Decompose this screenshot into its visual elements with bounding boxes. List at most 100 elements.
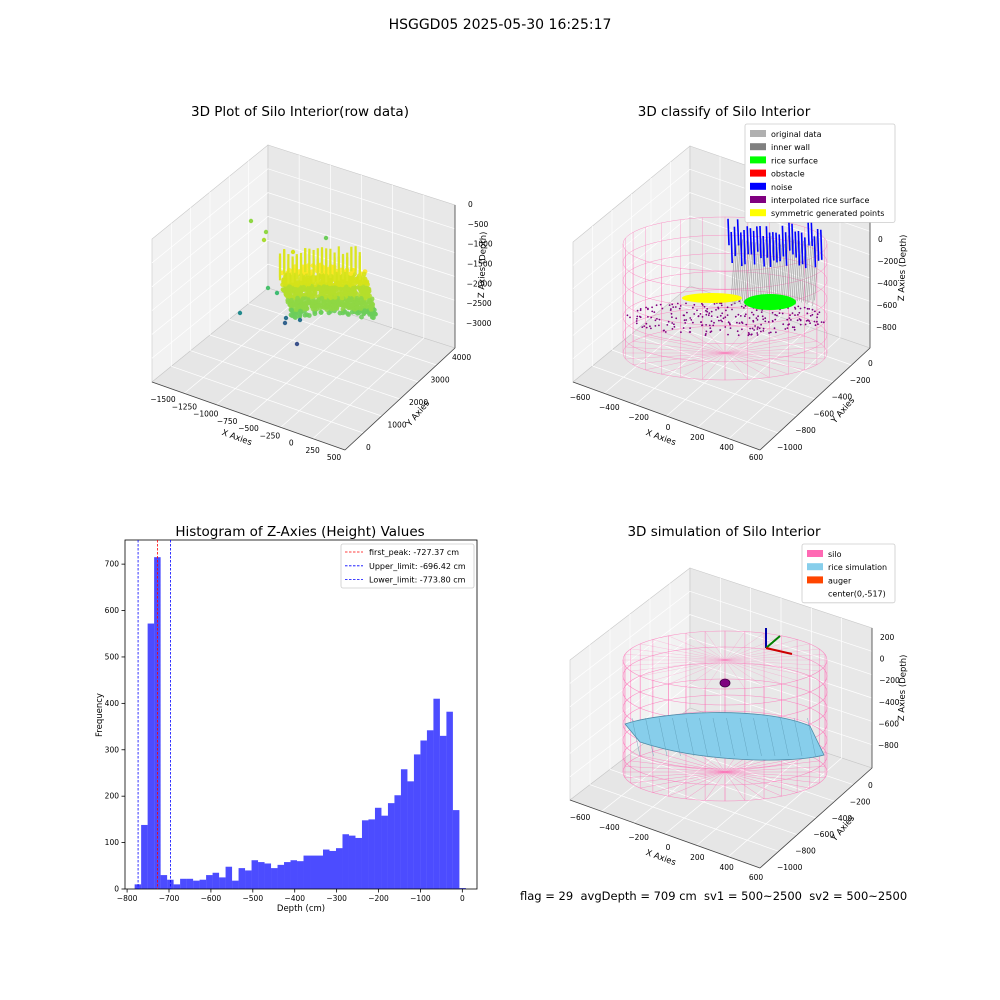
interpolated-point [739,315,742,317]
legend-swatch [807,563,823,571]
interpolated-point [705,313,708,316]
interpolated-point [707,314,710,317]
outlier-point [265,285,271,291]
interpolated-point [718,319,720,322]
data-point [318,309,324,315]
silo-wire [724,771,765,799]
x-tick-label: −200 [628,413,649,422]
interpolated-point [814,310,816,313]
histogram-bar [134,884,142,889]
plot2-legend [744,123,896,223]
interpolated-point [729,327,732,329]
data-point [309,303,315,309]
histogram-bar [180,878,187,889]
rice-mesh-line [672,717,681,757]
y-tick-label: 400 [105,699,120,708]
data-point [312,299,317,305]
interpolated-point [808,308,811,310]
interpolated-point [700,321,702,324]
noise-point [784,232,788,266]
silo-wire [724,643,810,661]
interpolated-point [636,309,639,312]
rice-mesh-line [793,717,803,757]
interpolated-point [673,323,675,326]
y-tick-label: 2000 [409,398,428,407]
silo-wire [724,648,820,661]
histogram-bar [277,864,285,889]
legend-label: noise [771,183,792,192]
rice-mesh-line [780,717,789,757]
grid-line [151,192,456,287]
interpolated-point [724,326,727,328]
silo-wire [724,771,820,784]
legend-label: inner wall [771,143,810,152]
legend-swatch [750,196,766,203]
silo-wire [702,352,726,380]
silo-wire [630,659,726,672]
interpolated-point [752,320,755,323]
silo-wire [625,352,726,360]
histogram-bar [199,879,207,889]
noise-point [756,226,759,252]
outlier-point [323,235,329,241]
interpolated-point [713,303,716,305]
data-point [295,295,300,301]
silo-wire [724,659,782,685]
y-tick-label: −200 [850,376,871,385]
noise-point [788,218,791,251]
interpolated-point [682,327,685,329]
interpolated-point [781,312,784,315]
interpolated-point [676,302,679,305]
interpolated-point [661,307,664,310]
data-point [306,278,311,284]
silo-wire [645,352,726,371]
silo-wire [625,346,726,354]
legend-label: interpolated rice surface [771,196,869,205]
silo-wire [724,352,770,378]
silo-wire [640,755,726,773]
interpolated-point [682,314,685,317]
y-tick-label: 3000 [431,376,450,385]
interpolated-point [764,317,767,320]
interpolated-point [651,310,654,313]
interpolated-point [671,303,674,306]
data-point [330,289,336,294]
z-tick-label: −200 [879,676,900,685]
interpolated-point [776,314,778,317]
interpolated-point [686,311,688,314]
histogram-bar [290,860,298,889]
y-tick-label: −600 [813,409,834,418]
interpolated-point [710,320,713,323]
x-axis-label: Depth (cm) [277,904,325,914]
interpolated-point [799,319,802,321]
interpolated-point [666,324,669,326]
interpolated-point [816,313,819,316]
interpolated-point [760,323,762,326]
interpolated-point [751,327,754,330]
interpolated-point [709,331,712,333]
y-tick-label: −200 [850,797,871,806]
z-tick-label: −800 [878,741,899,750]
silo-wire [724,659,746,689]
histogram-bar [251,860,259,889]
interpolated-point [713,321,715,324]
z-tick-label: −3000 [466,319,492,328]
interpolated-point [791,312,794,314]
inner-wall [812,236,817,306]
data-point [324,307,330,312]
histogram-bar [335,848,343,889]
y-axis-label: Frequency [95,693,105,737]
rice-mesh-line [726,717,735,757]
data-point [324,285,329,290]
x-tick-label: −400 [284,894,305,903]
interpolated-point [708,312,711,315]
silo-wire [668,659,726,685]
interpolated-point [784,328,787,330]
interpolated-point [811,308,814,311]
inner-wall [761,239,766,301]
interpolated-point [693,303,696,306]
inner-wall [802,243,808,302]
interpolated-point [808,320,811,322]
interpolated-point [817,323,819,326]
